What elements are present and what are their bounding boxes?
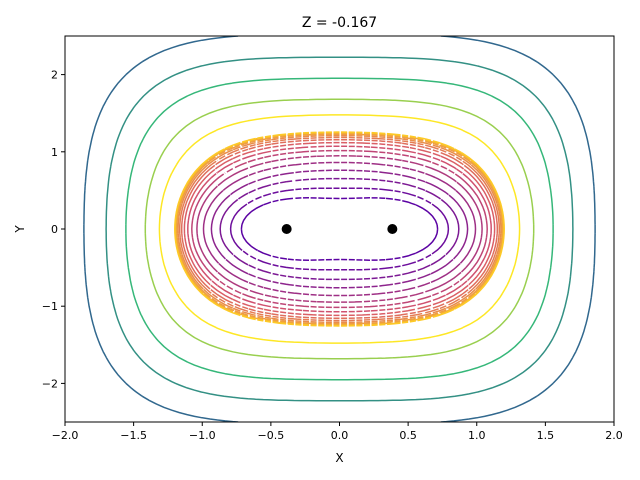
x-tick-label: 0.5 <box>399 429 417 442</box>
positive-contour-line <box>83 36 596 422</box>
negative-contour-line <box>183 141 496 317</box>
negative-contour-line <box>187 145 492 313</box>
positive-contour-line <box>105 56 574 402</box>
negative-contour-line <box>174 131 505 327</box>
x-tick-label: −2.0 <box>52 429 79 442</box>
x-tick-label: −1.0 <box>189 429 216 442</box>
negative-contour-line <box>177 134 502 324</box>
y-tick-label: −1 <box>42 300 58 313</box>
x-axis-label: X <box>335 451 343 465</box>
x-axis-ticks: −2.0 −1.5 −1.0 −0.5 0.0 0.5 1.0 1.5 2.0 <box>52 422 623 442</box>
plot-frame <box>64 35 615 423</box>
negative-contour-line <box>180 138 499 320</box>
positive-contour-line <box>158 114 521 344</box>
data-point <box>281 224 292 234</box>
data-points <box>281 224 398 234</box>
negative-contour-line <box>191 149 488 309</box>
x-tick-label: 1.5 <box>537 429 555 442</box>
x-tick-label: −1.5 <box>120 429 147 442</box>
negative-contour-line <box>240 197 439 261</box>
x-tick-label: 2.0 <box>605 429 623 442</box>
y-tick-label: 2 <box>51 69 58 82</box>
y-tick-label: 1 <box>51 146 58 159</box>
negative-contour-line <box>202 161 477 297</box>
negative-contour-line <box>229 187 450 271</box>
negative-contour-line <box>210 169 469 289</box>
negative-contour-line <box>219 177 460 281</box>
negative-contour-line <box>175 133 504 325</box>
negative-contour-line <box>178 136 501 322</box>
y-tick-label: −2 <box>42 377 58 390</box>
contour-lines <box>83 36 596 422</box>
positive-contour-line <box>144 98 535 360</box>
x-tick-label: 0.0 <box>331 429 349 442</box>
y-tick-label: 0 <box>51 223 58 236</box>
negative-contour-line <box>174 131 505 327</box>
data-point <box>387 224 398 234</box>
positive-contour-line <box>125 77 554 381</box>
x-tick-label: −0.5 <box>258 429 285 442</box>
y-axis-label: Y <box>13 225 27 234</box>
negative-contour-line <box>196 155 483 303</box>
chart-title: Z = -0.167 <box>302 15 377 31</box>
x-tick-label: 1.0 <box>468 429 486 442</box>
y-axis-ticks: −2 −1 0 1 2 <box>42 69 65 390</box>
